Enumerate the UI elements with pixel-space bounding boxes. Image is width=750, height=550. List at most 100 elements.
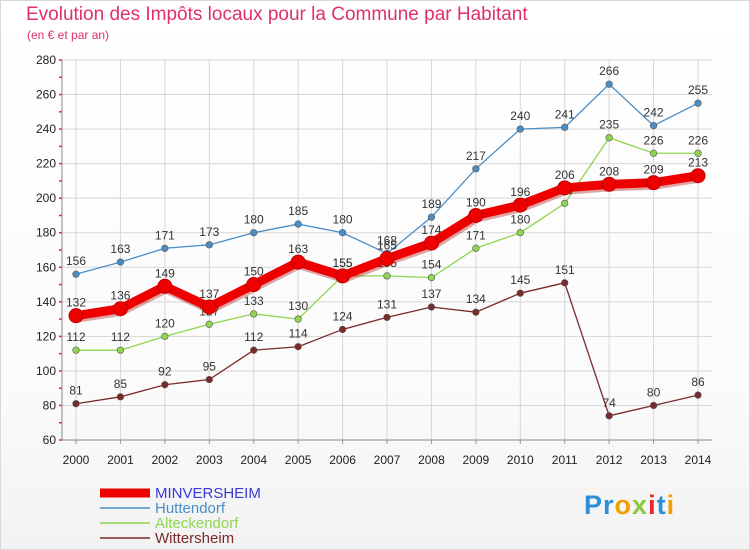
data-point-alteckendorf-2007 <box>383 272 391 280</box>
data-point-wittersheim-2002 <box>161 381 169 389</box>
y-tick-label-280: 280 <box>36 53 56 67</box>
x-tick-label-2008: 2008 <box>418 453 445 467</box>
x-tick-label-2000: 2000 <box>63 453 90 467</box>
data-point-minversheim-2008 <box>423 235 439 251</box>
data-point-minversheim-2003 <box>201 299 217 315</box>
data-label-wittersheim-2008: 137 <box>421 287 441 301</box>
data-point-wittersheim-2006 <box>338 325 347 334</box>
data-label-alteckendorf-2009: 171 <box>466 228 486 242</box>
data-point-alteckendorf-2013 <box>649 149 658 157</box>
data-point-wittersheim-2010 <box>516 289 524 297</box>
data-label-alteckendorf-2010: 180 <box>510 213 530 227</box>
data-point-wittersheim-2003 <box>205 375 213 384</box>
data-label-huttendorf-2008: 189 <box>421 197 441 211</box>
y-tick-label-240: 240 <box>36 122 56 136</box>
data-label-wittersheim-2014: 86 <box>691 375 705 389</box>
data-point-minversheim-2010 <box>512 197 528 213</box>
data-label-minversheim-2000: 132 <box>66 296 86 310</box>
data-point-huttendorf-2008 <box>427 213 436 221</box>
data-label-huttendorf-2009: 217 <box>466 149 486 163</box>
data-point-minversheim-2005 <box>290 254 306 270</box>
data-point-wittersheim-2005 <box>294 343 302 351</box>
data-point-alteckendorf-2000 <box>72 346 80 354</box>
data-label-wittersheim-2011: 151 <box>555 263 575 277</box>
data-label-minversheim-2004: 150 <box>244 265 264 279</box>
data-label-huttendorf-2000: 156 <box>66 254 86 268</box>
data-label-huttendorf-2006: 180 <box>333 213 353 227</box>
y-tick-label-220: 220 <box>36 157 56 171</box>
y-tick-label-120: 120 <box>36 329 56 343</box>
y-tick-label-180: 180 <box>36 226 56 240</box>
data-point-huttendorf-2014 <box>694 99 702 107</box>
x-tick-label-2004: 2004 <box>240 453 267 467</box>
logo-letter: r <box>603 490 615 520</box>
series-huttendorf: 156 163 171 173 180 185 180 168 189 217 240 241 266 2… <box>66 64 708 278</box>
logo-letter: x <box>632 490 649 520</box>
data-label-huttendorf-2014: 255 <box>688 83 708 97</box>
series-wittersheim: 81 85 92 95 112 114 124 131 137 134 145 151 74 80 86 <box>69 263 705 420</box>
data-point-huttendorf-2001 <box>116 258 125 266</box>
data-point-wittersheim-2001 <box>116 393 125 401</box>
data-point-alteckendorf-2002 <box>161 332 169 340</box>
data-label-minversheim-2007: 165 <box>377 239 397 253</box>
data-point-wittersheim-2007 <box>383 313 391 321</box>
data-point-wittersheim-2014 <box>694 391 702 399</box>
x-tick-label-2001: 2001 <box>107 453 134 467</box>
data-point-huttendorf-2002 <box>161 244 169 252</box>
data-point-wittersheim-2000 <box>72 400 80 408</box>
data-point-minversheim-2007 <box>379 251 395 267</box>
data-point-minversheim-2013 <box>646 175 662 191</box>
data-label-alteckendorf-2004: 133 <box>244 294 264 308</box>
legend-label-huttendorf: Huttendorf <box>155 500 226 517</box>
data-point-minversheim-2009 <box>468 207 484 223</box>
data-label-huttendorf-2004: 180 <box>244 213 264 227</box>
data-label-minversheim-2009: 190 <box>466 195 486 209</box>
data-label-huttendorf-2010: 240 <box>510 109 530 123</box>
y-tick-label-100: 100 <box>36 364 56 378</box>
series-minversheim: 132 136 149 137 150 163 155 165 174 190 196 206 208 2… <box>66 156 708 324</box>
data-point-minversheim-2004 <box>246 277 262 293</box>
data-label-alteckendorf-2013: 226 <box>644 133 664 147</box>
data-point-minversheim-2006 <box>335 268 351 284</box>
data-label-wittersheim-2006: 124 <box>333 309 353 323</box>
data-label-alteckendorf-2000: 112 <box>66 330 85 344</box>
data-label-huttendorf-2002: 171 <box>155 228 175 242</box>
legend-label-minversheim: MINVERSHEIM <box>155 485 261 502</box>
data-point-wittersheim-2009 <box>472 308 480 316</box>
data-point-minversheim-2011 <box>557 180 573 196</box>
chart-title: Evolution des Impôts locaux pour la Comm… <box>26 4 528 25</box>
data-label-wittersheim-2004: 112 <box>244 330 263 344</box>
data-point-alteckendorf-2003 <box>205 320 213 328</box>
data-point-alteckendorf-2008 <box>427 274 436 282</box>
data-label-wittersheim-2009: 134 <box>466 292 486 306</box>
data-label-minversheim-2003: 137 <box>199 287 219 301</box>
data-label-alteckendorf-2014: 226 <box>688 133 708 147</box>
y-tick-label-80: 80 <box>43 398 57 412</box>
proxiti-logo[interactable]: Proxiti <box>584 490 675 521</box>
data-label-wittersheim-2000: 81 <box>69 384 83 398</box>
y-tick-label-160: 160 <box>36 260 56 274</box>
y-tick-label-140: 140 <box>36 295 56 309</box>
y-tick-label-200: 200 <box>36 191 56 205</box>
data-point-minversheim-2012 <box>601 176 617 192</box>
data-label-minversheim-2013: 209 <box>644 163 664 177</box>
data-point-huttendorf-2011 <box>561 123 569 131</box>
data-label-minversheim-2008: 174 <box>421 223 441 237</box>
logo-letter: P <box>584 490 604 520</box>
x-tick-label-2013: 2013 <box>640 453 667 467</box>
data-point-wittersheim-2008 <box>427 303 436 311</box>
data-point-alteckendorf-2004 <box>250 310 258 318</box>
data-label-alteckendorf-2006: 155 <box>333 256 353 270</box>
data-label-minversheim-2001: 136 <box>110 289 130 303</box>
data-label-huttendorf-2012: 266 <box>599 64 619 78</box>
chart-subtitle: (en € et par an) <box>27 28 110 42</box>
data-point-huttendorf-2000 <box>72 270 80 278</box>
data-label-minversheim-2014: 213 <box>688 156 708 170</box>
data-point-wittersheim-2011 <box>561 279 569 287</box>
x-tick-label-2003: 2003 <box>196 453 223 467</box>
x-tick-label-2014: 2014 <box>685 453 712 467</box>
data-label-alteckendorf-2008: 154 <box>421 258 441 272</box>
data-point-huttendorf-2010 <box>516 125 524 133</box>
